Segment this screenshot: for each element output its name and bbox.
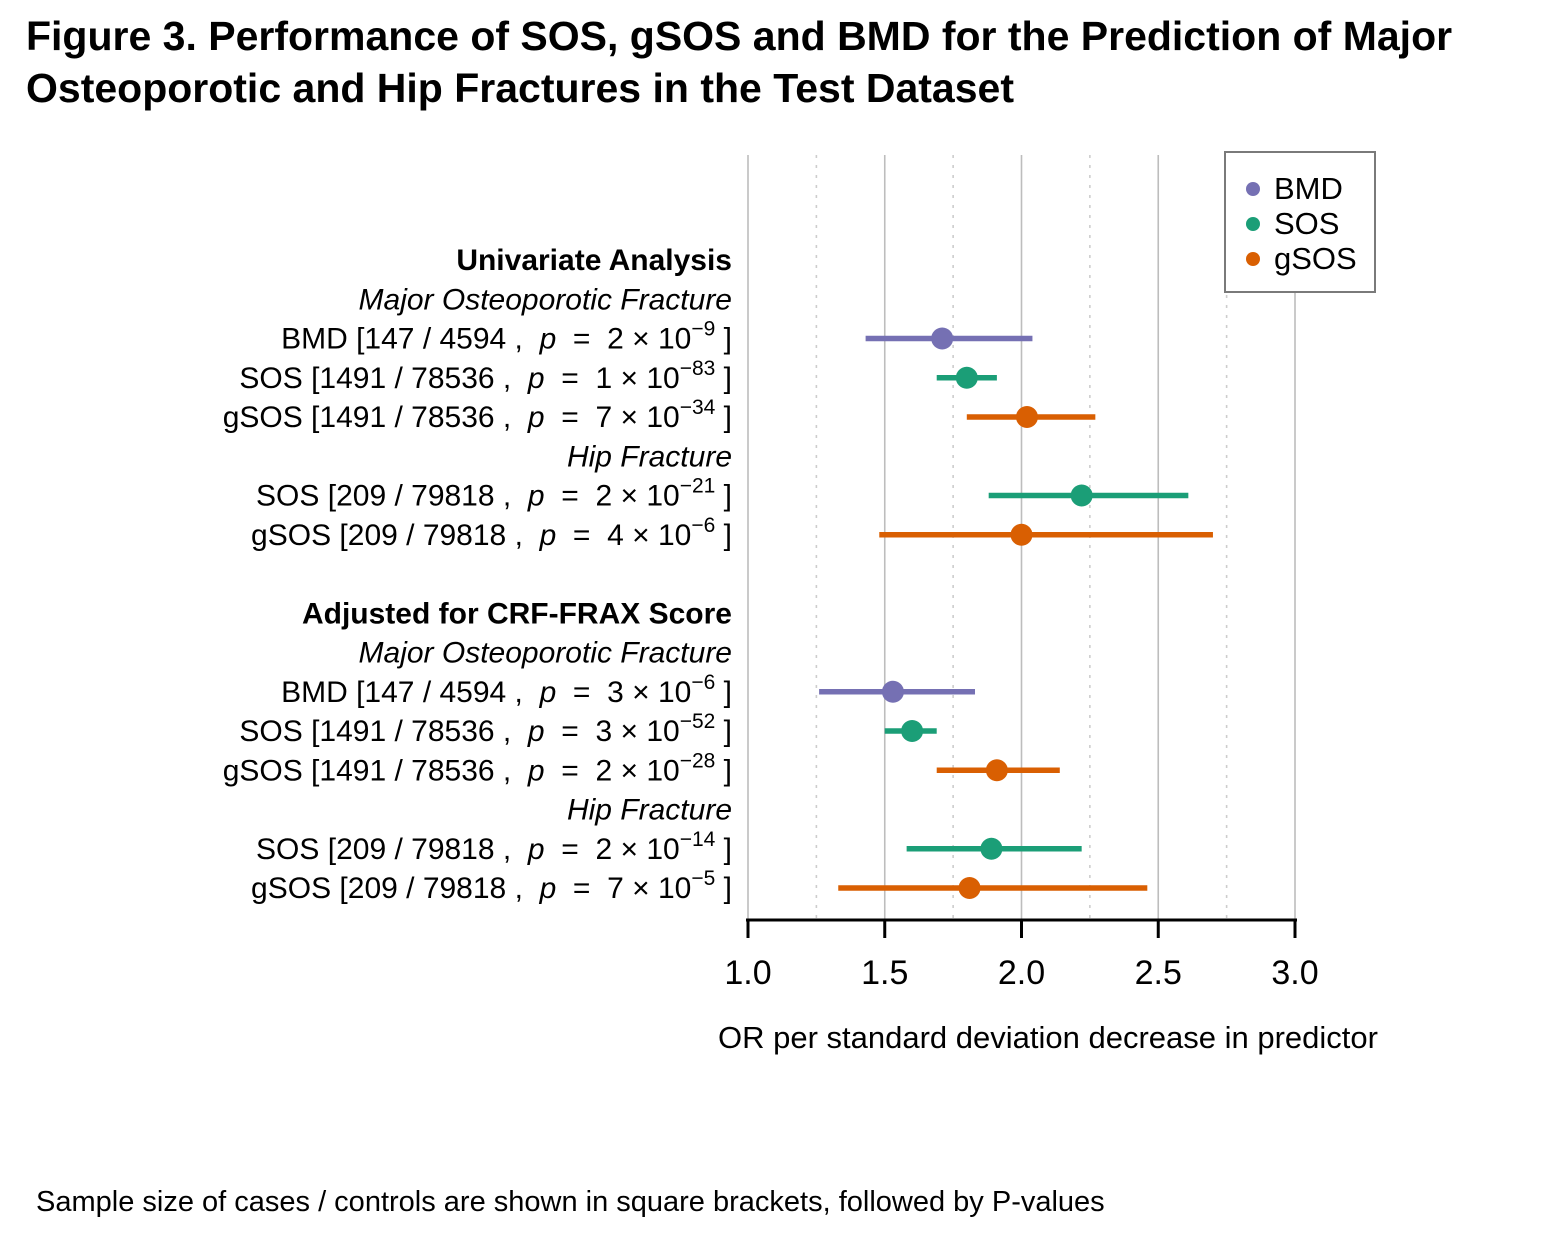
legend-dot-SOS	[1246, 217, 1260, 231]
legend-dot-BMD	[1246, 182, 1260, 196]
data-points	[819, 327, 1213, 899]
subgroup-label: Hip Fracture	[567, 440, 732, 473]
or-point-gSOS	[985, 759, 1008, 782]
row-label-gSOS: gSOS [1491 / 78536 , p = 2 × 10−28 ]	[223, 749, 732, 787]
x-tick-label: 1.5	[861, 954, 908, 992]
or-point-SOS	[1070, 484, 1093, 507]
or-point-SOS	[901, 720, 924, 742]
or-point-BMD	[931, 327, 954, 350]
x-axis: 1.0 1.5 2.0 2.5 3.0	[724, 918, 1319, 992]
or-point-gSOS	[958, 877, 981, 899]
legend-dot-gSOS	[1246, 252, 1260, 266]
row-label-SOS: SOS [209 / 79818 , p = 2 × 10−14 ]	[256, 828, 732, 866]
x-tick-label: 2.5	[1135, 954, 1182, 992]
x-axis-title: OR per standard deviation decrease in pr…	[718, 1020, 1378, 1055]
subgroup-label: Major Osteoporotic Fracture	[359, 283, 732, 316]
subgroup-label: Hip Fracture	[567, 794, 732, 827]
row-labels: Univariate Analysis Major Osteoporotic Fr…	[223, 244, 732, 905]
x-tick-label: 1.0	[724, 954, 771, 992]
subgroup-label: Major Osteoporotic Fracture	[359, 637, 732, 670]
x-tick-label: 2.0	[998, 954, 1045, 992]
figure-title: Figure 3. Performance of SOS, gSOS and B…	[26, 13, 1453, 112]
row-label-BMD: BMD [147 / 4594 , p = 3 × 10−6 ]	[281, 671, 732, 709]
or-point-gSOS	[1010, 523, 1033, 546]
row-label-SOS: SOS [1491 / 78536 , p = 1 × 10−83 ]	[239, 357, 732, 395]
or-point-gSOS	[1015, 406, 1038, 428]
row-label-SOS: SOS [1491 / 78536 , p = 3 × 10−52 ]	[239, 710, 732, 748]
row-label-gSOS: gSOS [1491 / 78536 , p = 7 × 10−34 ]	[223, 396, 732, 434]
group-label: Adjusted for CRF-FRAX Score	[302, 597, 732, 630]
row-label-BMD: BMD [147 / 4594 , p = 2 × 10−9 ]	[281, 318, 732, 356]
figure-caption: Sample size of cases / controls are show…	[36, 1186, 1105, 1218]
x-tick-label: 3.0	[1271, 954, 1318, 992]
legend-label-BMD: BMD	[1274, 171, 1343, 206]
group-label: Univariate Analysis	[456, 244, 732, 277]
row-label-gSOS: gSOS [209 / 79818 , p = 4 × 10−6 ]	[251, 514, 732, 552]
legend-label-SOS: SOS	[1274, 206, 1339, 241]
row-label-SOS: SOS [209 / 79818 , p = 2 × 10−21 ]	[256, 475, 732, 513]
legend-label-gSOS: gSOS	[1274, 241, 1357, 276]
or-point-BMD	[881, 680, 904, 703]
or-point-SOS	[980, 837, 1003, 860]
row-label-gSOS: gSOS [209 / 79818 , p = 7 × 10−5 ]	[251, 867, 732, 905]
or-point-SOS	[955, 366, 978, 389]
